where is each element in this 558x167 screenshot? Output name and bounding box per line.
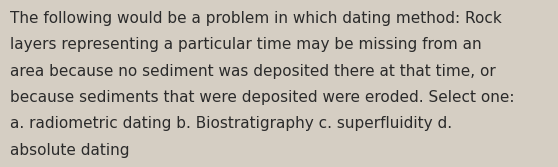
- Text: because sediments that were deposited were eroded. Select one:: because sediments that were deposited we…: [10, 90, 514, 105]
- Text: The following would be a problem in which dating method: Rock: The following would be a problem in whic…: [10, 11, 502, 26]
- Text: layers representing a particular time may be missing from an: layers representing a particular time ma…: [10, 37, 482, 52]
- Text: area because no sediment was deposited there at that time, or: area because no sediment was deposited t…: [10, 64, 496, 79]
- Text: a. radiometric dating b. Biostratigraphy c. superfluidity d.: a. radiometric dating b. Biostratigraphy…: [10, 116, 452, 131]
- Text: absolute dating: absolute dating: [10, 143, 129, 158]
